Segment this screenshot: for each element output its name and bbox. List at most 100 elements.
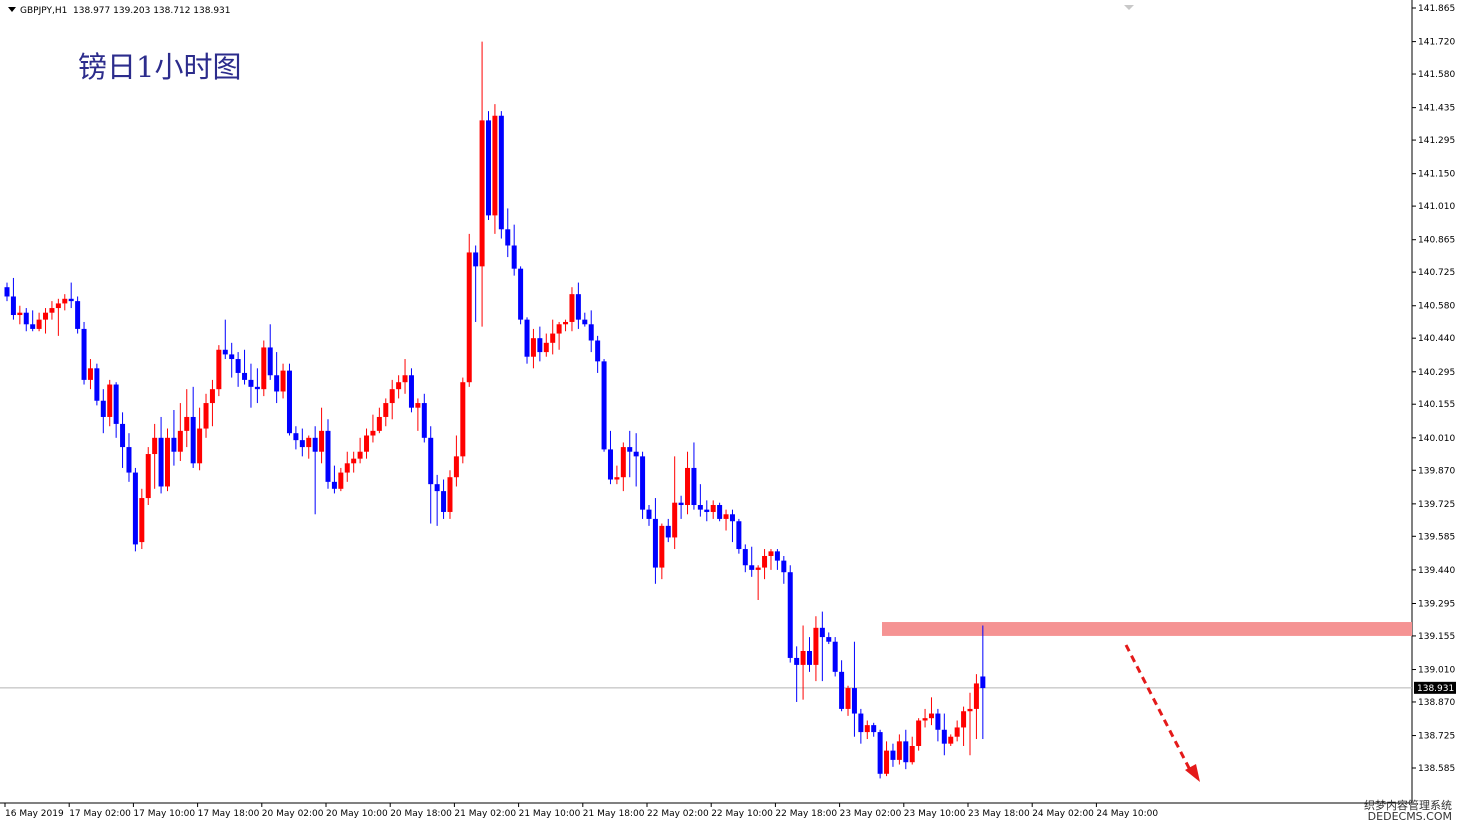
price-tick-label: 138.585 bbox=[1418, 764, 1455, 774]
candle bbox=[428, 426, 434, 524]
candle-body bbox=[858, 713, 864, 733]
candle bbox=[884, 741, 890, 777]
candle bbox=[4, 282, 10, 302]
candle-body bbox=[749, 565, 755, 570]
candle bbox=[30, 310, 36, 332]
candle bbox=[762, 549, 768, 580]
candle-body bbox=[357, 451, 363, 459]
candle bbox=[556, 321, 562, 350]
candle bbox=[75, 296, 81, 334]
candle-body bbox=[68, 298, 74, 302]
candle bbox=[941, 713, 947, 756]
candle bbox=[890, 743, 896, 767]
candle bbox=[293, 426, 299, 450]
candle bbox=[126, 433, 132, 482]
candle bbox=[652, 498, 658, 584]
candle bbox=[171, 410, 177, 466]
candle-body bbox=[75, 301, 81, 329]
candle-body bbox=[158, 437, 164, 487]
candle-body bbox=[588, 324, 594, 341]
time-tick-label: 17 May 10:00 bbox=[133, 809, 195, 819]
price-tick-label: 140.865 bbox=[1418, 236, 1455, 246]
candle-body bbox=[524, 319, 530, 357]
candle-body bbox=[697, 505, 703, 510]
candle bbox=[537, 326, 543, 362]
candle bbox=[364, 428, 370, 459]
candle-body bbox=[704, 509, 710, 512]
candle-body bbox=[132, 472, 138, 545]
time-tick-label: 20 May 02:00 bbox=[262, 809, 324, 819]
candle-body bbox=[819, 627, 825, 638]
candle-body bbox=[17, 312, 23, 316]
candle bbox=[723, 509, 729, 531]
candle bbox=[441, 479, 447, 519]
candle bbox=[274, 352, 280, 404]
candle-body bbox=[582, 319, 588, 325]
candle bbox=[678, 495, 684, 519]
price-tick-label: 141.150 bbox=[1418, 170, 1455, 180]
candle-body bbox=[415, 403, 421, 408]
candle-body bbox=[466, 252, 472, 383]
candle bbox=[768, 549, 774, 570]
candle-body bbox=[376, 416, 382, 431]
candle bbox=[903, 729, 909, 770]
candle-body bbox=[139, 498, 145, 543]
candle bbox=[916, 718, 922, 751]
candle-body bbox=[774, 551, 780, 561]
candle-body bbox=[877, 732, 883, 774]
current-price-label: 138.931 bbox=[1417, 684, 1454, 694]
candle-body bbox=[845, 688, 851, 709]
candle-body bbox=[460, 382, 466, 457]
candle bbox=[871, 722, 877, 737]
candle-body bbox=[640, 456, 646, 510]
candle bbox=[319, 407, 325, 464]
candle bbox=[524, 317, 530, 364]
candle bbox=[209, 379, 215, 427]
candle bbox=[383, 398, 389, 427]
ohlc-values: 138.977 139.203 138.712 138.931 bbox=[73, 6, 231, 16]
candle-body bbox=[903, 741, 909, 763]
candle-body bbox=[229, 354, 235, 360]
candle bbox=[203, 393, 209, 438]
candle-body bbox=[717, 505, 723, 519]
projection-arrow bbox=[1124, 644, 1200, 782]
candle-body bbox=[165, 437, 170, 487]
candle-body bbox=[222, 349, 228, 355]
candle-body bbox=[23, 312, 29, 325]
candle bbox=[235, 352, 241, 387]
candle bbox=[505, 208, 511, 258]
candle-body bbox=[742, 549, 748, 566]
candle-body bbox=[100, 400, 106, 417]
candle-body bbox=[980, 676, 986, 689]
candle-body bbox=[479, 120, 485, 267]
candle bbox=[582, 312, 588, 327]
candle-body bbox=[928, 713, 934, 719]
price-tick-label: 139.725 bbox=[1418, 500, 1455, 510]
candle bbox=[729, 509, 735, 543]
candle-body bbox=[762, 555, 768, 568]
candle-body bbox=[113, 384, 119, 424]
price-tick-label: 140.725 bbox=[1418, 268, 1455, 278]
candle bbox=[794, 646, 800, 702]
dropdown-triangle-icon[interactable] bbox=[8, 7, 16, 12]
candle-body bbox=[710, 505, 716, 512]
candle bbox=[81, 321, 87, 385]
candle-body bbox=[871, 725, 877, 733]
candle bbox=[588, 310, 594, 353]
candle-body bbox=[120, 423, 126, 448]
candle-body bbox=[248, 379, 254, 387]
time-tick-label: 24 May 10:00 bbox=[1096, 809, 1158, 819]
candle bbox=[415, 398, 421, 431]
price-tick-label: 140.155 bbox=[1418, 400, 1455, 410]
candle bbox=[62, 294, 68, 311]
candle-body bbox=[473, 252, 479, 267]
candle-body bbox=[813, 627, 819, 665]
candle-body bbox=[954, 727, 960, 737]
candle-body bbox=[678, 502, 684, 506]
candle bbox=[43, 308, 49, 334]
candle bbox=[299, 428, 305, 457]
candle-body bbox=[800, 650, 806, 665]
candle bbox=[839, 660, 845, 712]
candle bbox=[864, 720, 870, 740]
time-tick-label: 17 May 02:00 bbox=[69, 809, 131, 819]
